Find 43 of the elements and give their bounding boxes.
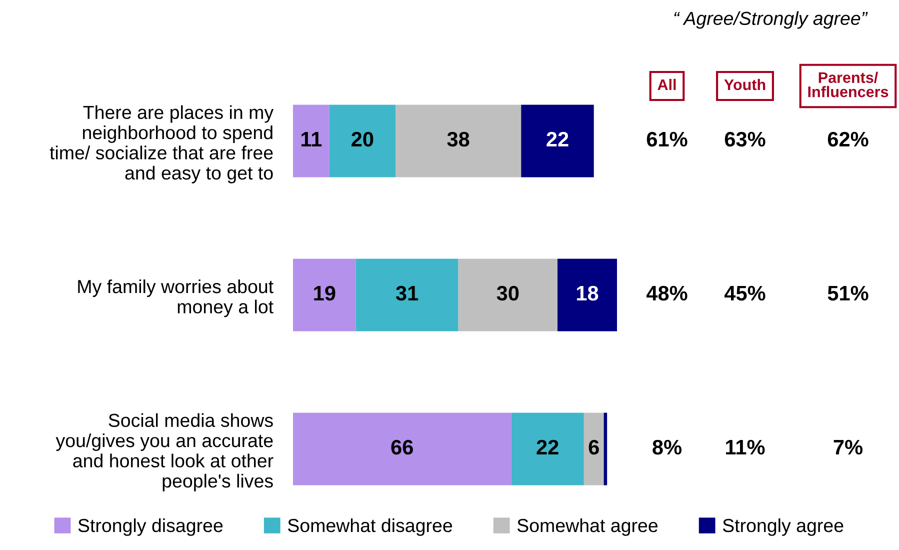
bar [293, 412, 512, 486]
text: “ Agree/Strongly agree” [674, 11, 868, 29]
bar [521, 104, 594, 178]
data-label: 22 [536, 440, 558, 454]
bar [293, 104, 330, 178]
y-tick-label: My family worries about money a lot [78, 279, 274, 318]
data-label: 31 [396, 286, 418, 301]
bar [458, 258, 558, 332]
y-tick-label: There are places in my neighborhood to spend time/ socialize that are free and easy to get to [50, 105, 274, 184]
data-label: 66 [391, 440, 413, 455]
text: 45% [724, 286, 766, 301]
text: All [658, 78, 676, 90]
text: 11% [726, 440, 765, 455]
bar [329, 104, 396, 178]
text: 48% [646, 286, 688, 301]
text: Youth [724, 78, 766, 90]
legend-label: Somewhat agree [517, 518, 658, 536]
text: 7% [834, 440, 863, 455]
bar [557, 258, 617, 332]
bar [395, 104, 522, 178]
data-label: 22 [546, 132, 568, 146]
data-label: 19 [314, 286, 336, 301]
legend-label: Strongly agree [722, 518, 844, 536]
data-label: 38 [447, 132, 470, 147]
text: 63% [724, 132, 766, 147]
text: 62% [828, 132, 868, 147]
legend-label: Somewhat disagree [288, 518, 452, 536]
text: 61% [646, 132, 688, 147]
data-label: 11 [301, 132, 322, 146]
bar [584, 412, 604, 486]
text: 51% [828, 286, 868, 301]
bar [356, 258, 458, 332]
legend-label: Strongly disagree [78, 518, 223, 536]
data-label: 18 [576, 286, 598, 301]
data-label: 6 [588, 440, 599, 455]
bar [511, 412, 584, 486]
data-label: 30 [496, 286, 519, 301]
text: Parents/ Influencers [808, 72, 888, 98]
bar [293, 258, 356, 332]
bar [604, 412, 608, 486]
y-tick-label: Social media shows you/gives you an accurate and honest look at other people's lives [56, 413, 274, 492]
text: 8% [652, 440, 682, 455]
data-label: 20 [352, 132, 374, 147]
